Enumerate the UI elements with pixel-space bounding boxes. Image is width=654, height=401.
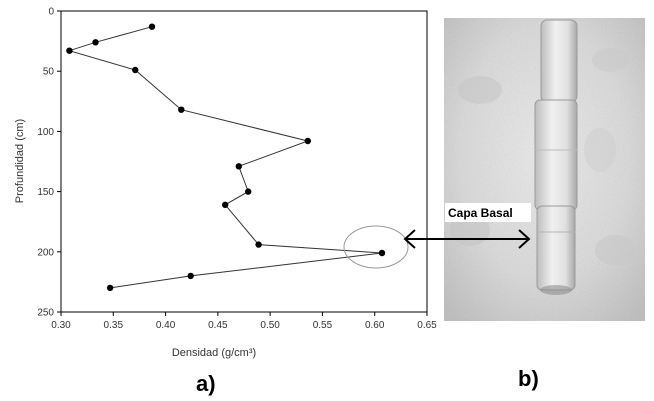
y-tick-label: 0 bbox=[48, 7, 54, 18]
x-tick-label: 0.60 bbox=[365, 320, 385, 331]
x-axis-title: Densidad (g/cm³) bbox=[172, 347, 256, 359]
link-arrow bbox=[403, 229, 531, 249]
data-point bbox=[235, 163, 242, 170]
data-point bbox=[304, 137, 311, 145]
y-tick-label: 250 bbox=[37, 308, 54, 319]
x-tick-label: 0.40 bbox=[156, 320, 176, 331]
data-point bbox=[178, 106, 185, 113]
y-tick-label: 100 bbox=[37, 127, 54, 138]
data-point bbox=[148, 23, 156, 30]
highlight-ellipse bbox=[343, 225, 409, 269]
x-tick-label: 0.55 bbox=[313, 320, 333, 331]
y-tick-label: 200 bbox=[37, 247, 54, 258]
x-tick-label: 0.65 bbox=[417, 320, 437, 331]
data-point bbox=[66, 47, 73, 54]
data-point bbox=[245, 188, 252, 195]
x-tick-label: 0.50 bbox=[260, 320, 280, 331]
density-depth-chart: 0.30 0.35 0.40 0.45 0.50 0.55 0.60 0.65 0 50 100 1… bbox=[14, 7, 437, 360]
data-point bbox=[378, 249, 386, 257]
core-segment-top bbox=[540, 19, 578, 103]
series-points bbox=[66, 23, 386, 292]
data-point bbox=[106, 284, 114, 292]
core-segment-basal bbox=[536, 205, 576, 291]
capa-basal-label: Capa Basal bbox=[448, 206, 513, 220]
capa-basal-label-box bbox=[445, 203, 531, 222]
data-point bbox=[222, 201, 229, 208]
snow-core-photo: Capa Basal bbox=[444, 18, 645, 321]
y-tick-label: 50 bbox=[43, 67, 55, 78]
plot-frame bbox=[60, 10, 428, 313]
x-axis-ticks: 0.30 0.35 0.40 0.45 0.50 0.55 0.60 0.65 bbox=[51, 312, 437, 331]
x-tick-label: 0.45 bbox=[208, 320, 228, 331]
panel-label-b: b) bbox=[518, 366, 539, 391]
core-segment-middle bbox=[534, 99, 578, 211]
data-point bbox=[187, 272, 194, 280]
x-tick-label: 0.30 bbox=[51, 320, 71, 331]
panel-label-a: a) bbox=[196, 371, 216, 396]
data-point bbox=[255, 241, 262, 248]
y-axis-title: Profundidad (cm) bbox=[14, 119, 26, 203]
data-point bbox=[92, 39, 99, 46]
y-axis-ticks: 0 50 100 150 200 250 bbox=[37, 7, 61, 319]
x-tick-label: 0.35 bbox=[104, 320, 124, 331]
y-tick-label: 150 bbox=[37, 187, 54, 198]
data-point bbox=[132, 66, 139, 74]
